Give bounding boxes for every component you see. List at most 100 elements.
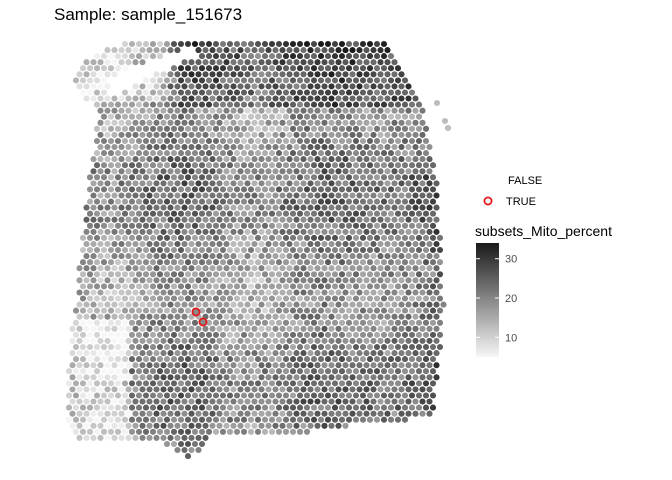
- spot: [202, 386, 209, 393]
- spot: [373, 368, 381, 375]
- spot: [233, 234, 241, 241]
- spot: [198, 295, 206, 302]
- spot: [237, 337, 244, 344]
- spot: [272, 143, 279, 151]
- spot: [191, 174, 199, 181]
- spot: [156, 307, 164, 314]
- spot: [121, 380, 129, 387]
- spot: [349, 362, 356, 369]
- spot: [314, 337, 321, 344]
- spot: [90, 95, 97, 102]
- spot: [212, 77, 220, 84]
- spot: [230, 265, 237, 272]
- spot: [289, 101, 297, 108]
- spot: [394, 380, 402, 387]
- spot: [121, 295, 129, 302]
- spot: [408, 222, 416, 229]
- spot: [436, 271, 444, 278]
- spot: [191, 186, 199, 193]
- spot: [223, 180, 230, 187]
- spot: [289, 356, 297, 363]
- spot: [188, 422, 195, 429]
- spot: [160, 289, 167, 296]
- spot: [230, 180, 237, 187]
- spot: [135, 174, 143, 181]
- spot: [335, 119, 342, 126]
- spot: [370, 289, 377, 296]
- spot: [247, 101, 255, 108]
- spot: [317, 40, 325, 48]
- spot: [370, 362, 377, 369]
- spot: [412, 386, 419, 393]
- spot: [121, 307, 129, 314]
- spot: [310, 259, 318, 266]
- spot: [79, 271, 87, 278]
- spot: [377, 410, 384, 417]
- spot: [107, 416, 115, 423]
- spot: [212, 186, 220, 193]
- spot: [426, 398, 433, 405]
- spot: [352, 186, 360, 193]
- spot: [132, 143, 139, 151]
- spot: [174, 446, 181, 454]
- spot: [128, 89, 136, 96]
- spot: [394, 331, 402, 338]
- spot: [198, 222, 206, 229]
- spot: [321, 95, 328, 102]
- spot: [356, 192, 363, 199]
- spot: [90, 156, 97, 163]
- spot: [240, 53, 248, 60]
- spot: [139, 410, 146, 417]
- spot: [307, 59, 314, 66]
- spot: [240, 380, 248, 387]
- spot: [422, 392, 430, 399]
- spot: [272, 289, 279, 296]
- spot: [335, 265, 342, 272]
- spot: [153, 119, 160, 126]
- spot: [394, 137, 402, 145]
- spot: [352, 198, 360, 205]
- spot: [93, 246, 101, 254]
- spot: [191, 234, 199, 241]
- spot: [279, 374, 286, 381]
- spot: [310, 234, 318, 241]
- spot: [135, 331, 143, 338]
- spot: [142, 392, 150, 399]
- spot: [303, 368, 311, 375]
- spot: [265, 337, 272, 344]
- spot: [317, 162, 325, 169]
- spot: [296, 246, 304, 254]
- spot: [202, 192, 209, 199]
- spot: [293, 350, 300, 357]
- spot: [230, 398, 237, 405]
- spot: [128, 283, 136, 290]
- spot: [177, 186, 185, 193]
- spot: [97, 350, 104, 357]
- spot: [156, 368, 164, 375]
- spot: [244, 180, 251, 187]
- spot: [153, 253, 160, 260]
- spot: [286, 325, 293, 332]
- spot: [422, 356, 430, 363]
- spot: [433, 325, 440, 332]
- spot: [391, 386, 398, 393]
- spot: [237, 265, 244, 272]
- spot: [209, 386, 216, 393]
- spot: [282, 307, 290, 314]
- spot: [279, 192, 286, 199]
- spot: [342, 410, 349, 417]
- spot: [356, 216, 363, 223]
- spot: [240, 65, 248, 72]
- spot: [114, 234, 122, 241]
- spot: [170, 295, 178, 302]
- spot: [230, 47, 237, 54]
- spot: [163, 174, 171, 181]
- spot: [268, 65, 276, 72]
- spot: [422, 246, 430, 254]
- spot: [86, 198, 94, 205]
- spot: [429, 404, 437, 411]
- spot: [93, 77, 101, 84]
- spot: [223, 156, 230, 163]
- spot: [345, 331, 353, 338]
